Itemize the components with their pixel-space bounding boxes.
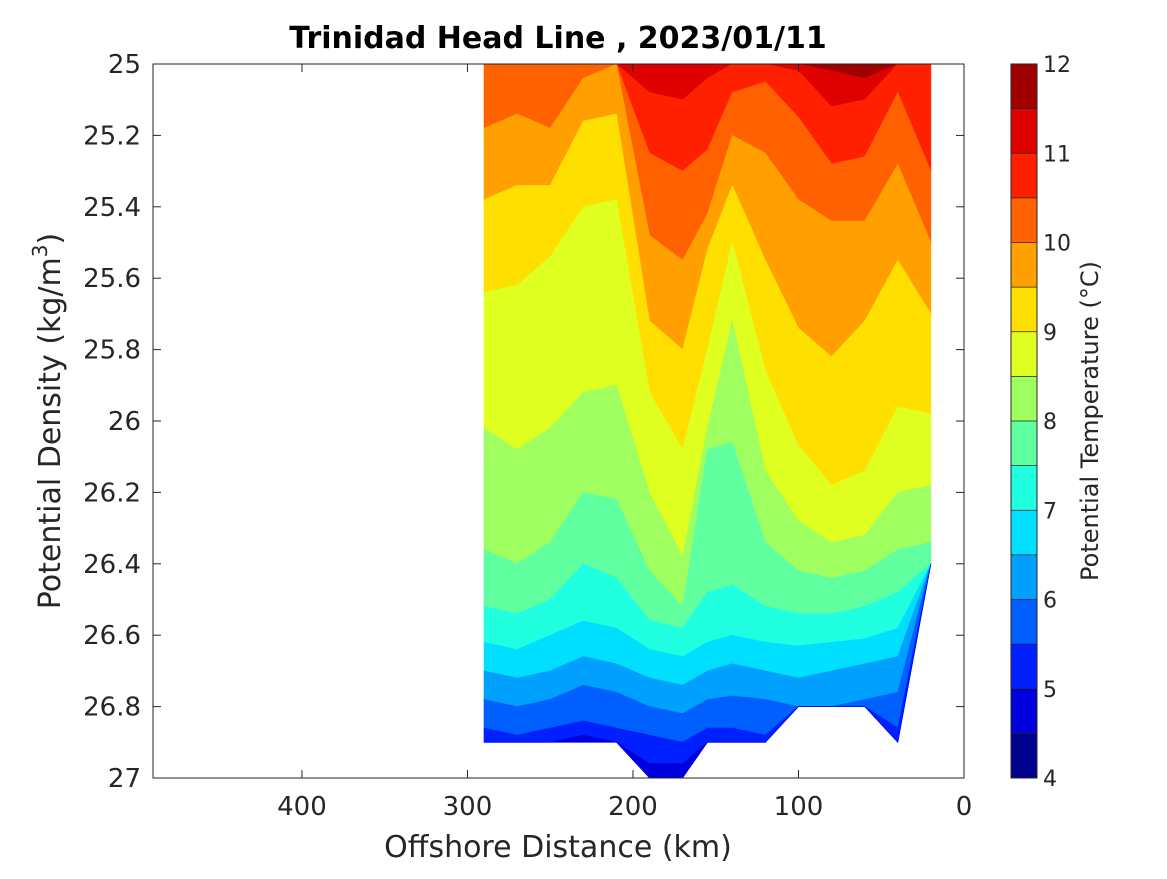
y-tick-label: 26.4	[83, 550, 141, 580]
colorbar-tick-label: 11	[1043, 142, 1071, 167]
colorbar-tick-label: 4	[1043, 767, 1057, 792]
y-tick-label: 25.2	[83, 121, 141, 151]
contour-band-11-5	[484, 64, 931, 79]
colorbar-swatch	[1011, 465, 1037, 511]
colorbar-swatch	[1011, 554, 1037, 600]
y-tick-label: 27	[108, 764, 141, 794]
contour-band-4-5	[484, 563, 932, 778]
y-tick-label: 26.8	[83, 693, 141, 723]
contour-fill-layer	[483, 64, 932, 778]
colorbar-swatch	[1011, 421, 1037, 466]
colorbar-tick-label: 6	[1043, 589, 1057, 614]
colorbar-swatch	[1011, 287, 1037, 332]
y-axis-label-close: )	[33, 233, 68, 245]
colorbar-swatch	[1011, 510, 1037, 555]
colorbar-swatch	[1011, 733, 1037, 778]
colorbar-swatch	[1011, 599, 1037, 645]
y-tick-label: 25.8	[83, 336, 141, 366]
colorbar-tick-label: 9	[1043, 321, 1057, 346]
x-tick-label: 300	[443, 792, 493, 822]
colorbar-swatch	[1011, 331, 1037, 377]
colorbar: 4 5 6 7 8 9 10 11 12	[1010, 53, 1071, 792]
colorbar-swatch	[1011, 242, 1037, 288]
colorbar-swatch	[1011, 108, 1037, 154]
colorbar-frame	[1010, 63, 1038, 779]
x-tick-label: 400	[277, 792, 327, 822]
colorbar-swatch	[1011, 688, 1037, 734]
y-tick-label: 25.6	[83, 264, 141, 294]
y-tick-label: 26.6	[83, 621, 141, 651]
colorbar-swatch	[1011, 197, 1037, 243]
colorbar-tick-label: 7	[1043, 499, 1057, 524]
colorbar-tick-label: 8	[1043, 410, 1057, 435]
y-tick-label: 25.4	[83, 193, 141, 223]
colorbar-label: Potential Temperature (°C)	[1076, 261, 1104, 581]
y-axis-label-superscript: 3	[28, 244, 52, 257]
y-axis-label-main: Potential Density (kg/m	[33, 257, 68, 609]
colorbar-swatch	[1011, 64, 1037, 109]
colorbar-tick-label: 12	[1043, 53, 1071, 78]
y-tick-label: 26	[108, 407, 141, 437]
x-tick-label: 200	[608, 792, 658, 822]
x-axis-label: Offshore Distance (km)	[384, 830, 732, 865]
x-tick-label: 0	[956, 792, 973, 822]
colorbar-tick-label: 10	[1043, 232, 1071, 257]
y-tick-label: 26.2	[83, 478, 141, 508]
y-axis: 25 25.2 25.4 25.6 25.8 26 26.2 26.4 26.6 26.8 27	[83, 50, 964, 794]
x-axis: 400 300 200 100 0	[277, 64, 972, 822]
colorbar-swatch	[1011, 644, 1037, 689]
colorbar-swatch	[1011, 376, 1037, 421]
chart-title: Trinidad Head Line , 2023/01/11	[289, 21, 826, 56]
y-tick-label: 25	[108, 50, 141, 80]
colorbar-swatch	[1011, 153, 1037, 198]
colorbar-tick-label: 5	[1043, 678, 1057, 703]
x-tick-label: 100	[774, 792, 824, 822]
y-axis-label: Potential Density (kg/m3)	[28, 233, 68, 609]
